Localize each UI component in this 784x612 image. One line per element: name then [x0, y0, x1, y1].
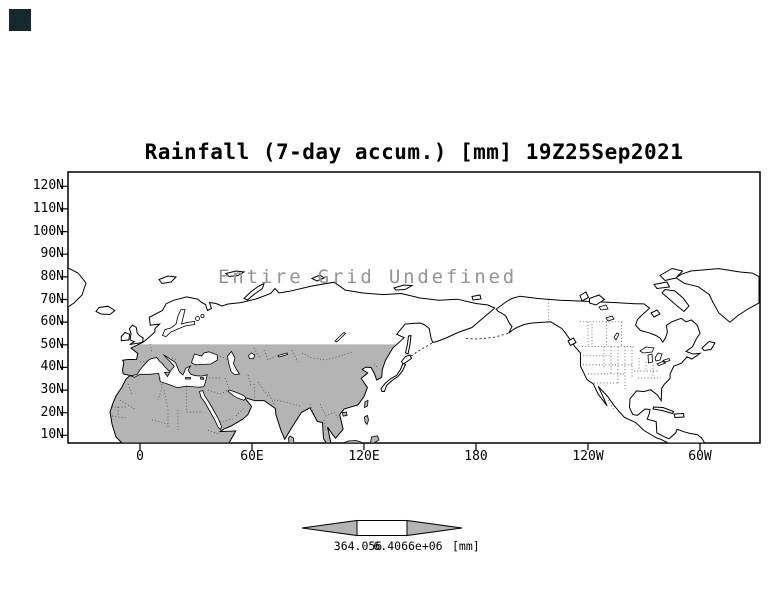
colorbar-left-arrow	[301, 519, 358, 537]
luzon	[364, 414, 369, 426]
colorbar-tick-label: 6.4066e+06	[373, 539, 443, 553]
vancouver-island	[567, 337, 577, 347]
x-tick-label: 0	[136, 449, 144, 464]
colorbar-unit-label: [mm]	[452, 539, 480, 553]
y-tick-label: 110N	[32, 201, 64, 216]
sri-lanka	[288, 435, 295, 443]
y-tick-label: 20N	[40, 405, 64, 420]
caspian-sea	[227, 350, 241, 375]
borders-afro-eurasia	[111, 343, 379, 435]
borneo-north	[343, 440, 363, 443]
colorbar	[301, 519, 463, 537]
y-tick-label: 120N	[32, 178, 64, 193]
y-axis-ticks	[60, 185, 68, 436]
wrangel-island	[471, 294, 482, 301]
greenland	[674, 268, 760, 323]
lake-baikal	[334, 331, 347, 343]
black-sea	[191, 351, 218, 366]
britain	[128, 324, 144, 345]
taiwan	[364, 399, 369, 409]
y-tick-label: 40N	[40, 359, 64, 374]
shaded-islands	[163, 371, 380, 443]
y-tick-label: 80N	[40, 269, 64, 284]
y-tick-label: 10N	[40, 427, 64, 442]
borders-north-america	[548, 299, 661, 411]
lake-ladoga	[195, 316, 200, 321]
iceland	[95, 305, 116, 316]
hokkaido	[400, 354, 413, 365]
persian-gulf	[227, 389, 247, 401]
severnaya-zemlya	[310, 274, 325, 282]
hispaniola	[673, 412, 685, 419]
novaya-zemlya	[243, 282, 265, 301]
x-axis-ticks	[139, 443, 701, 450]
colorbar-tick-label: 364.056	[333, 539, 383, 553]
colorbar-right-arrow	[406, 519, 463, 537]
baltic-sea	[161, 309, 195, 337]
x-tick-label: 60W	[688, 449, 712, 464]
y-tick-label: 70N	[40, 292, 64, 307]
plot-title: Rainfall (7-day accum.) [mm] 19Z25Sep202…	[144, 140, 684, 164]
y-tick-label: 50N	[40, 337, 64, 352]
y-tick-label: 30N	[40, 382, 64, 397]
aral-sea	[248, 352, 256, 360]
mediterranean-sea	[129, 354, 208, 389]
lake-onega	[200, 313, 205, 318]
cuba	[652, 406, 675, 415]
undefined-shading	[110, 344, 495, 443]
baffin-island	[661, 288, 690, 313]
corner-marker	[9, 9, 31, 31]
y-tick-label: 90N	[40, 246, 64, 261]
aleutian-islands	[463, 333, 509, 340]
north-america	[495, 295, 706, 443]
newfoundland	[701, 340, 716, 352]
honshu-kyushu	[380, 362, 407, 392]
ireland	[120, 331, 131, 342]
seas	[129, 309, 347, 431]
svalbard	[158, 275, 178, 285]
victoria-island	[589, 294, 606, 306]
mindanao	[370, 435, 380, 443]
ellesmere-island	[659, 267, 684, 282]
y-tick-label: 100N	[32, 224, 64, 239]
red-sea	[199, 390, 222, 431]
x-tick-label: 180	[464, 449, 488, 464]
world-map-svg	[68, 267, 760, 443]
sakhalin	[404, 334, 412, 355]
devon-island	[653, 281, 671, 290]
franz-josef-land	[225, 270, 246, 278]
great-lakes	[598, 304, 671, 366]
cyprus	[200, 377, 205, 380]
x-tick-label: 120W	[572, 449, 604, 464]
greenland-east-sliver	[68, 267, 87, 308]
banks-island	[579, 291, 590, 302]
x-tick-label: 60E	[240, 449, 264, 464]
hainan	[342, 411, 348, 417]
southampton-island	[650, 309, 661, 318]
sicily	[163, 371, 171, 378]
landmasses	[68, 267, 760, 443]
crete	[185, 377, 191, 380]
y-tick-label: 60N	[40, 314, 64, 329]
new-siberian-islands	[393, 284, 414, 291]
lake-balkhash	[277, 352, 289, 358]
undefined-grid-message: Entire Grid Undefined	[218, 266, 518, 288]
colorbar-middle-cell	[356, 520, 408, 536]
kuril-islands	[410, 342, 433, 357]
x-tick-label: 120E	[348, 449, 380, 464]
